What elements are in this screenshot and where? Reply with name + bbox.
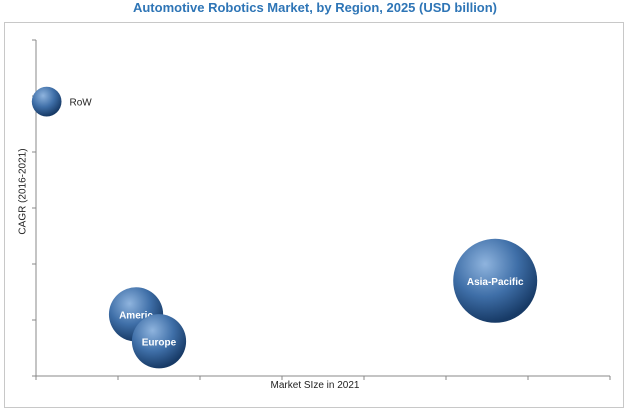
bubble-label-europe: Europe: [142, 337, 177, 348]
chart-frame: [4, 22, 624, 408]
bubble-label-asia-pacific: Asia-Pacific: [467, 277, 524, 288]
bubble-label-americ: Americ: [119, 310, 153, 321]
bubble-row: [31, 86, 62, 117]
bubble-europe: [131, 314, 187, 369]
chart-title: Automotive Robotics Market, by Region, 2…: [132, 0, 498, 15]
bubble-asia-pacific: [453, 238, 538, 323]
x-axis-label: Market SIze in 2021: [270, 380, 360, 391]
bubble-label-row: RoW: [70, 98, 93, 109]
